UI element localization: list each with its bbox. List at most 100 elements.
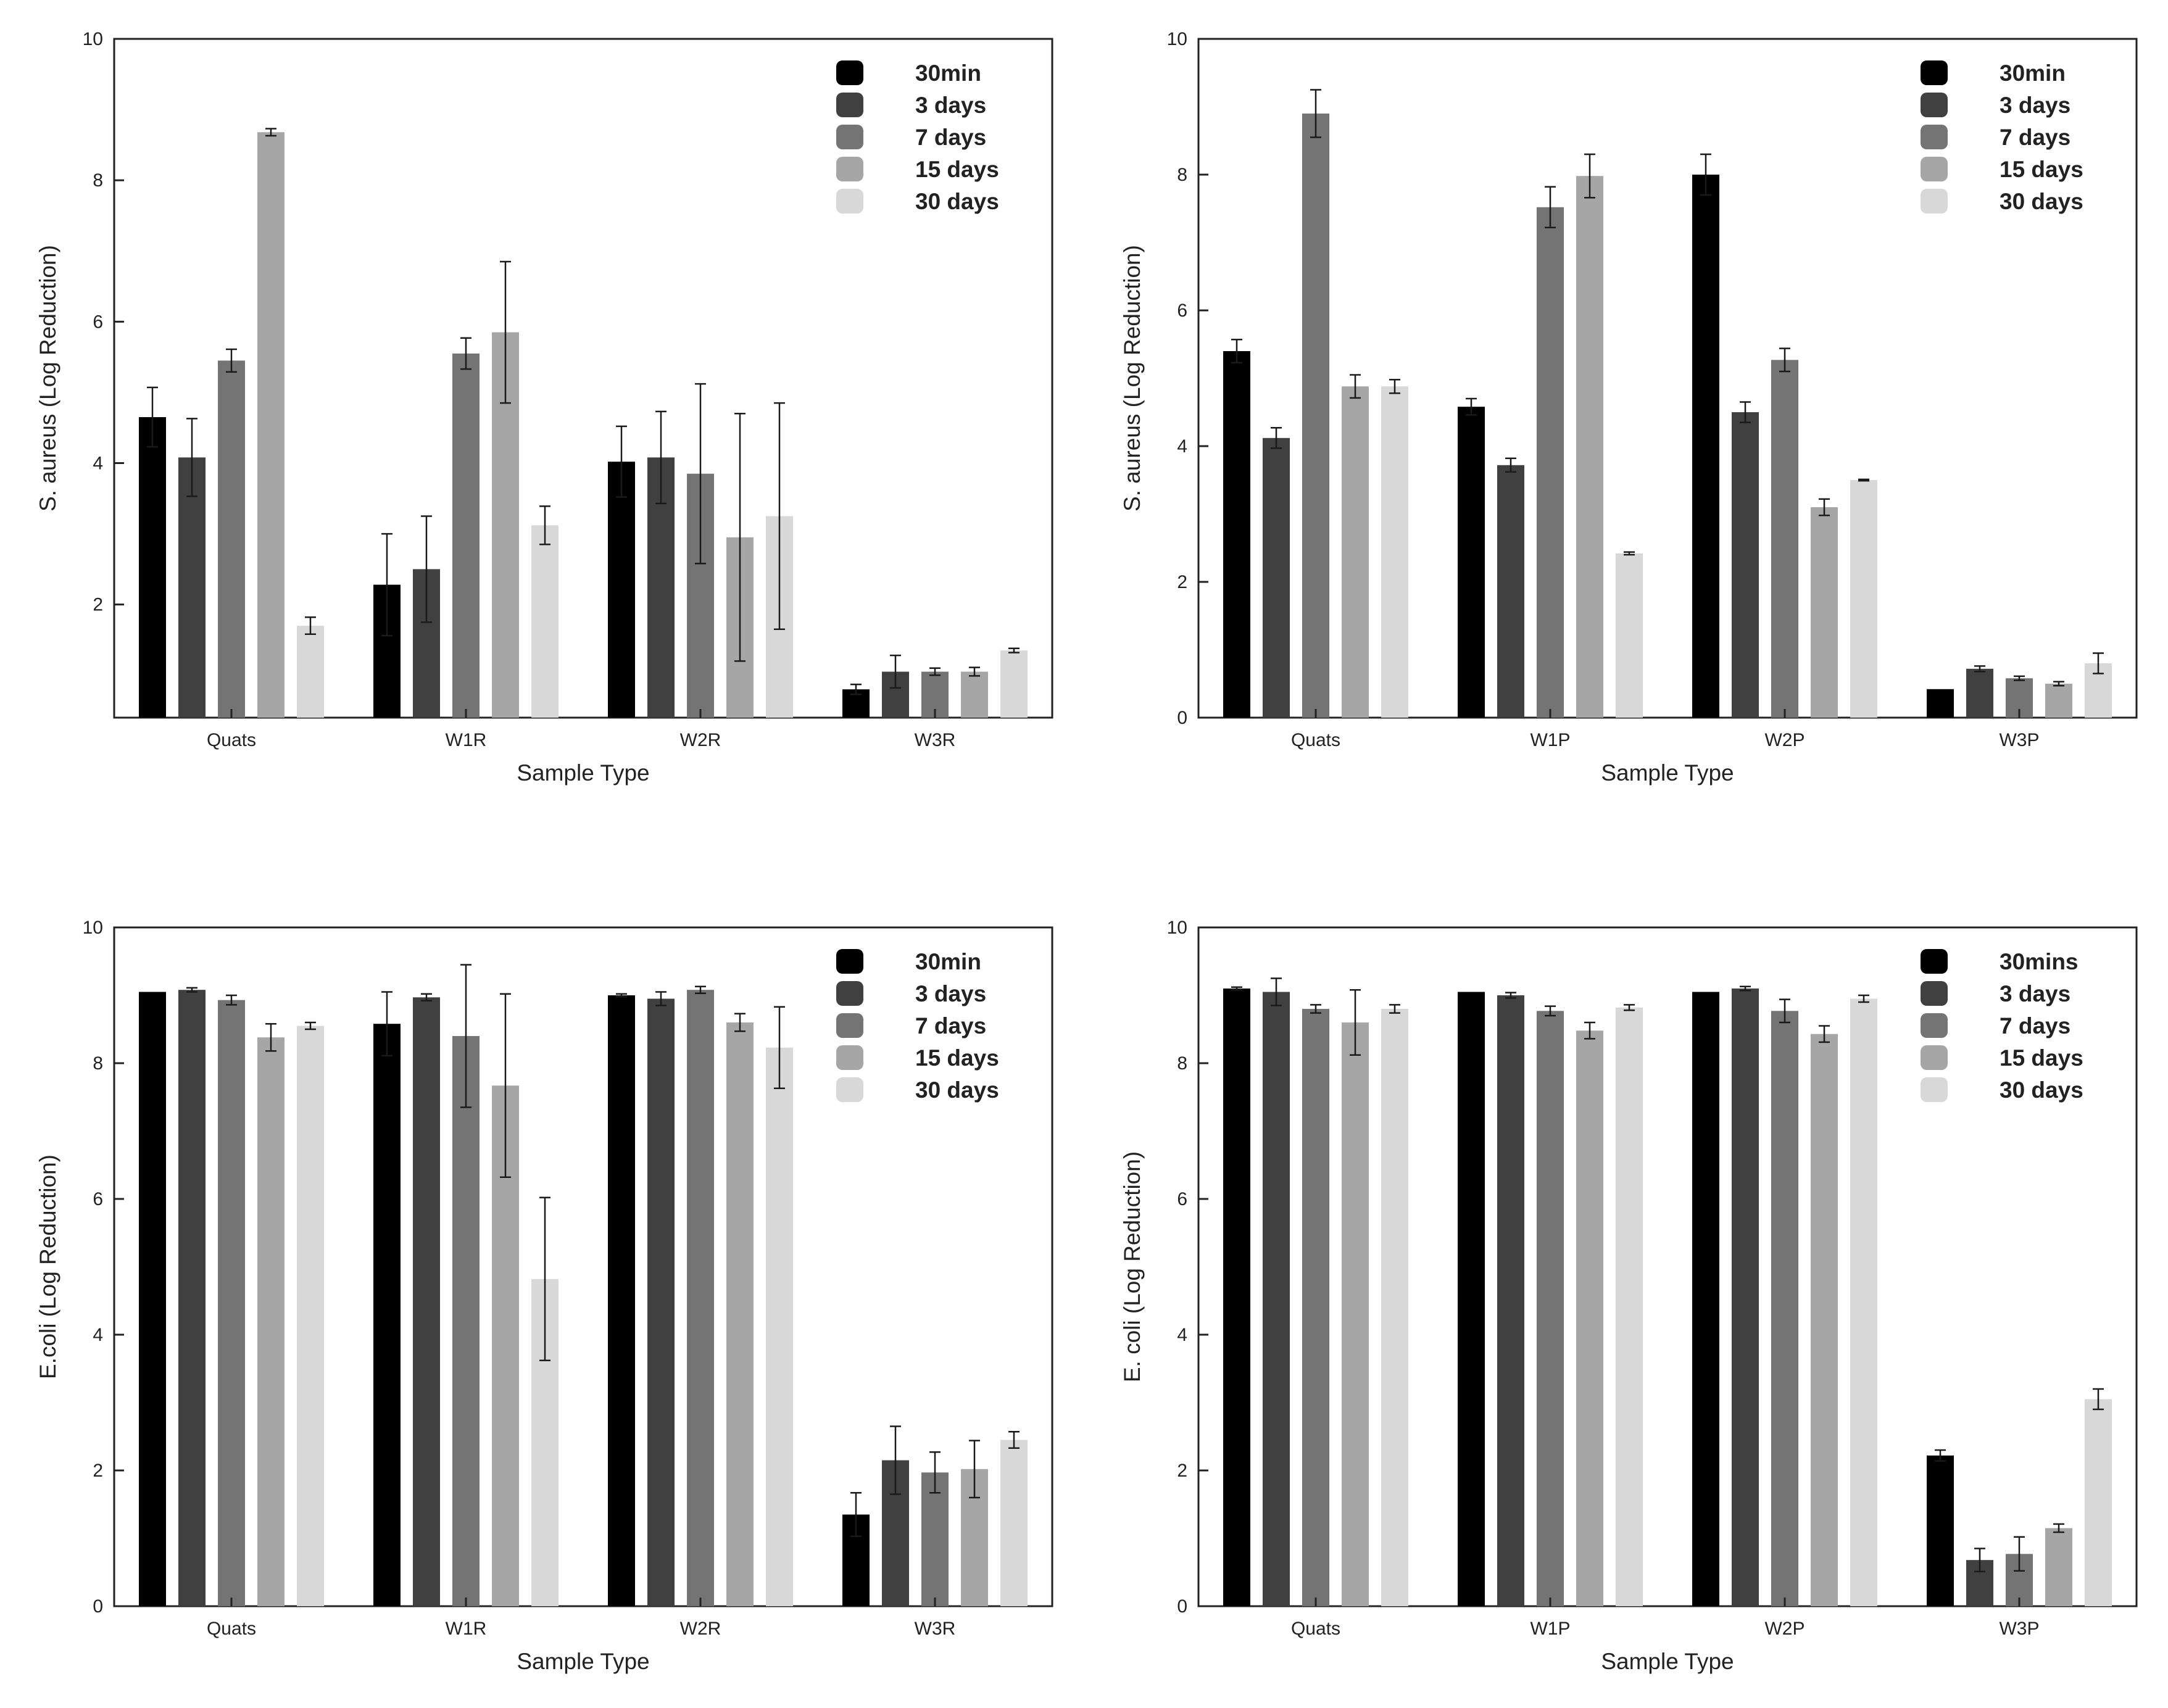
legend-label: 15 days — [2000, 157, 2083, 182]
plot-area — [113, 38, 1053, 719]
legend-label: 30min — [915, 60, 981, 86]
bar — [2085, 1399, 2112, 1606]
legend-swatch — [1921, 189, 1948, 214]
bar — [1458, 992, 1485, 1606]
legend-swatch — [836, 157, 863, 181]
legend-label: 30 days — [2000, 189, 2083, 214]
bar — [1616, 1007, 1643, 1606]
bar — [1811, 507, 1838, 718]
y-axis-title: E.coli (Log Reduction) — [35, 1155, 60, 1379]
legend-swatch — [1921, 1013, 1948, 1038]
bar — [1342, 386, 1369, 718]
bar — [1771, 360, 1798, 718]
y-axis-title: S. aureus (Log Reduction) — [1119, 245, 1145, 512]
chart-4: 0 2 4 6 8 10 E. coli (Log Reduction) Quats W1P W2… — [1119, 918, 2138, 1674]
x-axis-title: Sample Type — [1601, 1649, 1734, 1674]
bar — [257, 132, 284, 718]
legend-swatch — [1921, 157, 1948, 181]
bar — [1223, 989, 1250, 1606]
legend-label: 30min — [915, 949, 981, 974]
legend-label: 3 days — [915, 93, 986, 118]
x-tick-label: W1R — [446, 1619, 487, 1639]
legend-label: 15 days — [915, 157, 999, 182]
x-tick-label: Quats — [207, 730, 256, 750]
legend-swatch — [1921, 93, 1948, 117]
bar — [1537, 1011, 1564, 1606]
y-tick-label: 4 — [1177, 436, 1187, 457]
bar — [921, 1472, 949, 1606]
bar — [1000, 650, 1028, 718]
bar — [1576, 1030, 1603, 1606]
y-tick-label: 8 — [1177, 1053, 1187, 1074]
bar — [1966, 668, 1993, 718]
bar — [139, 417, 166, 718]
bar — [452, 1036, 480, 1606]
y-tick-label: 4 — [93, 454, 103, 474]
legend-label: 15 days — [915, 1045, 999, 1071]
bar — [139, 992, 166, 1606]
bar — [1497, 465, 1524, 718]
bar — [1000, 1440, 1028, 1606]
legend-swatch — [1921, 125, 1948, 149]
y-tick-label: 10 — [1167, 918, 1187, 938]
bar — [1223, 351, 1250, 718]
legend-swatch — [836, 1045, 863, 1070]
bar — [1381, 1009, 1408, 1606]
legend-swatch — [1921, 949, 1948, 974]
y-tick-label: 8 — [93, 1053, 103, 1074]
y-tick-label: 2 — [1177, 1461, 1187, 1481]
bar — [1302, 1009, 1329, 1606]
bar — [608, 462, 635, 718]
bar — [1927, 1455, 1954, 1606]
bar — [1458, 407, 1485, 718]
bar — [961, 671, 988, 718]
legend-label: 7 days — [915, 125, 986, 150]
bar — [413, 997, 440, 1606]
bar — [1692, 175, 1719, 718]
legend-swatch — [836, 60, 863, 85]
y-tick-label: 2 — [93, 595, 103, 615]
y-tick-label: 2 — [93, 1461, 103, 1481]
plot-area — [113, 926, 1053, 1607]
legend-swatch — [1921, 1077, 1948, 1102]
chart-3: 0 2 4 6 8 10 E.coli (Log Reduction) Quats W1R W2R… — [35, 918, 1053, 1674]
y-tick-label: 8 — [1177, 165, 1187, 185]
x-tick-label: W1R — [446, 730, 487, 750]
y-tick-label: 4 — [1177, 1325, 1187, 1345]
bar — [1497, 995, 1524, 1606]
legend-label: 30 days — [915, 1077, 999, 1103]
bar — [257, 1037, 284, 1606]
bar — [608, 995, 635, 1606]
y-tick-label: 2 — [1177, 572, 1187, 592]
y-tick-label: 6 — [1177, 1189, 1187, 1209]
bar — [1381, 386, 1408, 718]
bar — [1732, 412, 1759, 718]
bar — [178, 990, 206, 1606]
bar — [1732, 989, 1759, 1606]
legend-swatch — [836, 1013, 863, 1038]
bar — [218, 1000, 245, 1606]
y-tick-label: 0 — [1177, 708, 1187, 728]
legend-swatch — [836, 1077, 863, 1102]
y-axis-title: S. aureus (Log Reduction) — [35, 245, 60, 512]
legend-swatch — [836, 189, 863, 214]
x-tick-label: W3P — [1999, 730, 2039, 750]
bar — [373, 1024, 401, 1606]
bar — [766, 1047, 793, 1606]
legend-swatch — [836, 125, 863, 149]
bar — [1811, 1034, 1838, 1606]
bar — [1302, 114, 1329, 718]
bar — [1263, 437, 1290, 718]
bar — [531, 525, 559, 718]
y-tick-label: 0 — [93, 1596, 103, 1617]
plot-area — [1197, 926, 2138, 1607]
y-tick-label: 10 — [1167, 29, 1187, 49]
bar — [218, 360, 245, 718]
x-tick-label: Quats — [1291, 1619, 1340, 1639]
x-tick-label: W3R — [915, 730, 956, 750]
x-tick-label: W3P — [1999, 1619, 2039, 1639]
bar — [1342, 1022, 1369, 1606]
y-tick-label: 4 — [93, 1325, 103, 1345]
y-axis-title: E. coli (Log Reduction) — [1119, 1151, 1145, 1382]
legend-label: 7 days — [2000, 125, 2070, 150]
